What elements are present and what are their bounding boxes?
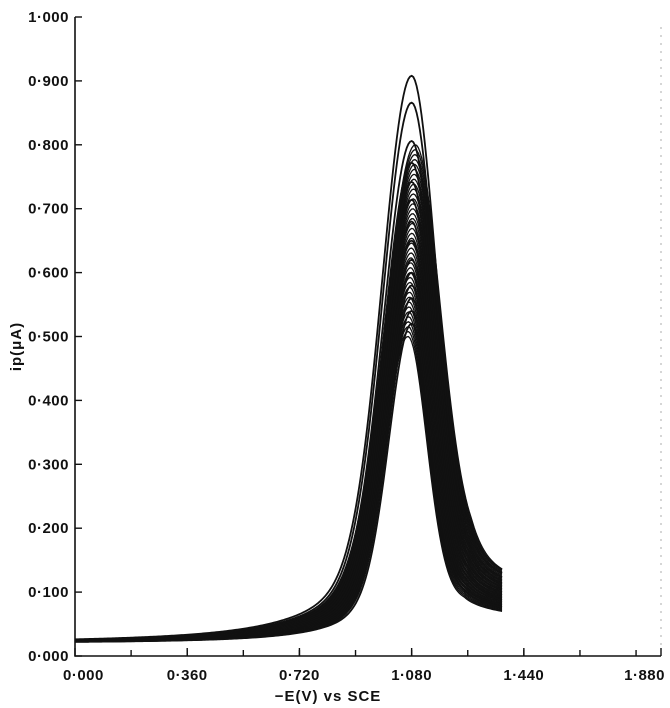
axis-labels: −E(V) vs SCE ip(μA) xyxy=(8,322,382,705)
x-tick-label: 1·080 xyxy=(391,667,432,684)
x-tick-label: 0·000 xyxy=(63,667,104,684)
y-tick-label: 0·800 xyxy=(28,137,69,154)
x-tick-label: 0·360 xyxy=(167,667,208,684)
y-tick-label: 0·600 xyxy=(28,265,69,282)
x-tick-label: 1·440 xyxy=(503,667,544,684)
x-tick-label: 1·880 xyxy=(624,667,665,684)
y-tick-label: 0·100 xyxy=(28,584,69,601)
voltammogram-curve xyxy=(74,322,503,643)
plot-curves xyxy=(74,74,503,643)
y-tick-label: 0·000 xyxy=(28,648,69,665)
y-tick-label: 0·700 xyxy=(28,201,69,218)
y-tick-label: 0·300 xyxy=(28,456,69,473)
y-axis-title: ip(μA) xyxy=(8,322,25,371)
y-tick-label: 0·200 xyxy=(28,520,69,537)
y-tick-label: 0·400 xyxy=(28,392,69,409)
x-axis-title: −E(V) vs SCE xyxy=(275,688,382,705)
y-tick-label: 0·500 xyxy=(28,329,69,346)
axes: 0·000 0·100 0·200 0·300 0·400 0·500 0·600 0·700… xyxy=(28,9,665,684)
y-tick-label: 1·000 xyxy=(28,9,69,26)
y-tick-label: 0·900 xyxy=(28,73,69,90)
x-tick-label: 0·720 xyxy=(279,667,320,684)
